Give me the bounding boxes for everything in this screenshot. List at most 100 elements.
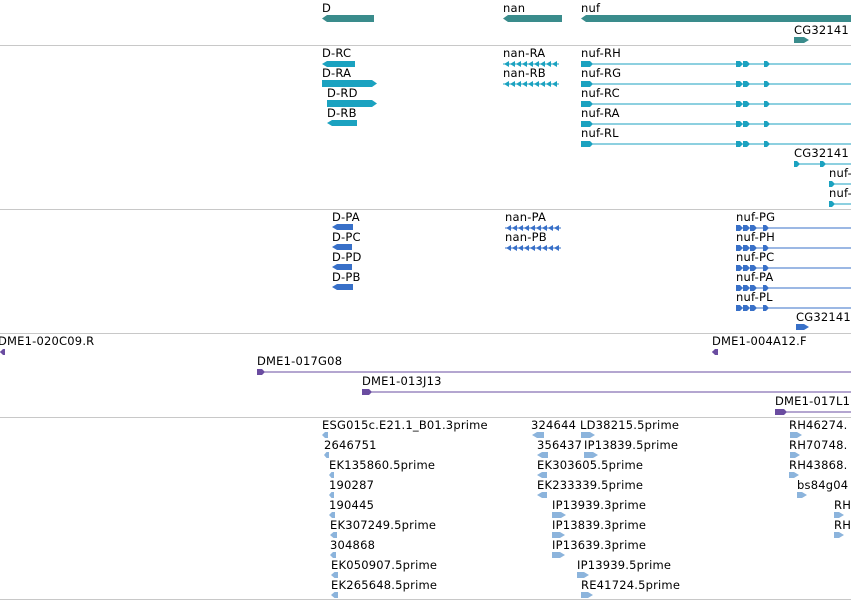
gene-CG32141[interactable] [794,37,809,43]
feature-label: ESG015c.E21.1_B01.3prime [322,418,488,432]
feature-label: EK135860.5prime [329,458,436,472]
feature-label: IP13839.5prime [584,438,679,452]
feature-label: LD38215.5prime [580,418,680,432]
feature-label: nan-RB [503,66,546,80]
est-RH[interactable] [834,532,844,538]
feature-label: 190445 [329,498,375,512]
feature-label: CG32141 [794,146,849,160]
transcript-nuf-RC[interactable] [581,100,851,108]
transcript-nuf[interactable] [829,200,851,208]
transcript-D-RB[interactable] [327,120,357,126]
est-EK135860.5prime[interactable] [329,472,334,478]
clone-DME1-017G08[interactable] [257,368,851,376]
feature-label: RE41724.5prime [581,578,681,592]
feature-label: DME1-013J13 [362,374,442,388]
est-EK233339.5prime[interactable] [537,492,547,498]
protein-CG32141[interactable] [796,324,809,330]
clone-DME1-017L1[interactable] [775,408,851,416]
est-RH[interactable] [834,512,844,518]
protein-D-PA[interactable] [332,224,353,230]
transcript-CG32141[interactable] [794,160,851,168]
est-EK307249.5prime[interactable] [330,532,337,538]
feature-label: nuf [581,1,601,15]
protein-nuf-PC[interactable] [736,264,851,272]
protein-nuf-PL[interactable] [736,304,851,312]
protein-nan-PA[interactable] [505,224,561,232]
est-bs84g04[interactable] [797,492,807,498]
clone-DME1-020C09.R[interactable] [0,348,5,356]
gene-nuf[interactable] [581,15,851,22]
transcript-nuf[interactable] [829,180,851,188]
transcript-nan-RA[interactable] [503,60,559,68]
transcript-nuf-RH[interactable] [581,60,851,68]
track-separator [0,45,851,46]
est-190287[interactable] [329,492,334,498]
protein-nuf-PG[interactable] [736,224,851,232]
est-track: ESG015c.E21.1_B01.3prime 2646751 EK135860.… [0,418,851,601]
transcript-nuf-RG[interactable] [581,80,851,88]
est-2646751[interactable] [324,452,329,458]
protein-track: D-PA D-PC D-PD D-PB nan-PA nan-PB nuf-PG nuf-PH… [0,210,851,333]
feature-label: EK233339.5prime [537,478,644,492]
est-IP13639.3prime[interactable] [552,552,565,558]
feature-label: nuf-RL [581,126,619,140]
est-IP13839.5prime[interactable] [584,452,598,458]
track-separator [0,417,851,418]
feature-label: nuf-RH [581,46,621,60]
protein-nan-PB[interactable] [505,244,561,252]
est-RH46274.[interactable] [790,432,802,438]
protein-D-PD[interactable] [332,264,352,270]
est-EK265648.5prime[interactable] [331,592,338,598]
est-190445[interactable] [329,512,335,518]
est-EK303605.5prime[interactable] [537,472,547,478]
gene-D[interactable] [322,15,374,22]
clone-DME1-013J13[interactable] [362,388,851,396]
track-separator [0,333,851,334]
gene-nan[interactable] [503,15,562,22]
feature-label: DME1-020C09.R [0,334,95,348]
feature-label: RH [834,498,851,512]
feature-label: nuf-PG [736,210,776,224]
est-RH43868.[interactable] [789,472,799,478]
est-IP13839.3prime[interactable] [552,532,565,538]
clone-DME1-004A12.F[interactable] [712,348,718,356]
transcript-D-RD[interactable] [327,100,377,107]
est-356437[interactable] [537,452,548,458]
est-ESG015c.E21.1_B01.3prime[interactable] [322,432,328,438]
feature-label: D-RC [322,46,352,60]
feature-label: D-RD [327,86,358,100]
feature-label: DME1-017L1 [775,394,851,408]
feature-label: D-PA [332,210,360,224]
protein-nuf-PH[interactable] [736,244,851,252]
est-RH70748.[interactable] [790,452,800,458]
feature-label: IP13839.3prime [552,518,647,532]
est-EK050907.5prime[interactable] [331,572,338,578]
feature-label: 304868 [330,538,376,552]
feature-label: bs84g04 [797,478,849,492]
feature-label: nuf-PL [736,290,773,304]
est-LD38215.5prime[interactable] [581,432,595,438]
est-IP13939.3prime[interactable] [552,512,566,518]
feature-label: 356437 [537,438,583,452]
transcript-D-RA[interactable] [322,80,377,87]
est-324644[interactable] [532,432,544,438]
protein-D-PC[interactable] [332,244,352,250]
est-RE41724.5prime[interactable] [581,592,593,598]
transcript-D-RC[interactable] [322,61,355,67]
protein-D-PB[interactable] [332,284,353,290]
est-304868[interactable] [330,552,336,558]
est-IP13939.5prime[interactable] [577,572,589,578]
feature-label: RH [834,518,851,532]
feature-label: nuf-PH [736,230,775,244]
transcript-nuf-RA[interactable] [581,120,851,128]
transcript-nuf-RL[interactable] [581,140,851,148]
feature-label: nuf-PA [736,270,774,284]
protein-nuf-PA[interactable] [736,284,851,292]
feature-label: 190287 [329,478,375,492]
feature-label: nuf- [829,186,851,200]
feature-label: nuf-RC [581,86,620,100]
feature-label: D-PB [332,270,361,284]
transcript-nan-RB[interactable] [503,80,559,88]
